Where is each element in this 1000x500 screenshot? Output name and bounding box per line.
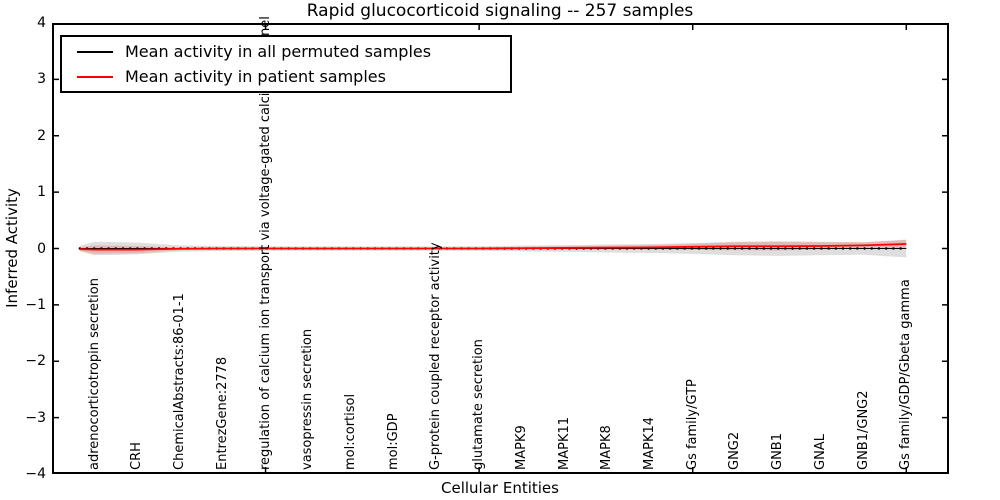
x-tick-label: mol:cortisol <box>343 393 358 470</box>
y-tick-label: −1 <box>25 296 46 313</box>
x-tick-label: EntrezGene:2778 <box>214 356 230 470</box>
x-tick-label: adrenocorticotropin secretion <box>86 278 102 470</box>
y-tick-label: 3 <box>37 71 46 88</box>
legend-label: Mean activity in patient samples <box>125 67 386 86</box>
y-tick-label: 0 <box>37 240 46 257</box>
x-axis-label: Cellular Entities <box>441 479 559 497</box>
chart-title: Rapid glucocorticoid signaling -- 257 sa… <box>306 1 694 21</box>
y-tick-label: −4 <box>25 466 46 482</box>
x-tick-label: GNAL <box>812 434 828 470</box>
y-tick-label: 1 <box>37 184 46 201</box>
y-tick-label: 2 <box>37 127 46 144</box>
x-tick-label: Gs family/GDP/Gbeta gamma <box>898 279 914 470</box>
x-tick-label: G-protein coupled receptor activity <box>428 242 444 470</box>
x-tick-label: CRH <box>129 442 145 470</box>
legend-item-patient: Mean activity in patient samples <box>62 64 510 89</box>
x-tick-label: glutamate secretion <box>471 339 487 470</box>
x-tick-label: MAPK9 <box>513 425 529 470</box>
x-tick-label: MAPK11 <box>556 416 572 470</box>
legend: Mean activity in all permuted samples Me… <box>60 35 512 93</box>
legend-item-permuted: Mean activity in all permuted samples <box>62 39 510 64</box>
patient-line-swatch <box>77 75 113 78</box>
plot-area <box>52 23 949 474</box>
y-tick-label: −3 <box>25 409 46 426</box>
y-tick-label: 4 <box>37 15 46 31</box>
x-tick-label: mol:GDP <box>385 413 401 470</box>
x-tick-label: GNB1/GNG2 <box>855 390 871 470</box>
x-tick-label: MAPK8 <box>599 425 615 470</box>
x-tick-label: Gs family/GTP <box>684 379 700 470</box>
x-tick-label: GNG2 <box>727 431 743 470</box>
y-tick-label: −2 <box>25 353 46 370</box>
x-tick-label: ChemicalAbstracts:86-01-1 <box>172 293 188 470</box>
x-tick-label: vasopressin secretion <box>300 328 316 470</box>
x-tick-label: MAPK14 <box>642 416 657 470</box>
permuted-line-swatch <box>77 50 113 53</box>
legend-label: Mean activity in all permuted samples <box>125 42 432 61</box>
x-tick-label: GNB1 <box>770 433 786 470</box>
